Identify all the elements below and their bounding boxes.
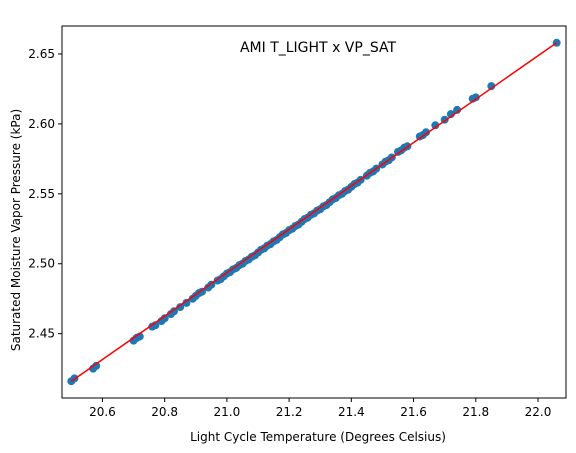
x-tick-label: 22.0 <box>525 405 552 419</box>
data-point <box>453 105 462 114</box>
data-point <box>92 361 101 370</box>
data-point <box>422 128 430 137</box>
axes-frame <box>61 25 567 399</box>
y-tick-label: 2.60 <box>28 117 55 131</box>
data-point <box>487 82 496 91</box>
x-tick-label: 21.8 <box>462 405 489 419</box>
y-tick-label: 2.65 <box>28 47 55 61</box>
x-tick-label: 21.4 <box>338 405 365 419</box>
data-point <box>431 121 440 130</box>
x-axis-ticks: 20.6 20.8 21.0 21.2 21.4 21.6 21.8 22.0 <box>89 398 551 419</box>
data-point <box>471 93 480 102</box>
x-tick-label: 21.0 <box>214 405 241 419</box>
data-point <box>170 307 178 316</box>
chart-title: AMI T_LIGHT x VP_SAT <box>240 40 396 56</box>
y-axis-label: Saturated Moisture Vapor Pressure (kPa) <box>9 109 23 351</box>
x-tick-label: 20.8 <box>151 405 178 419</box>
y-axis-ticks: 2.45 2.50 2.55 2.60 2.65 <box>28 47 62 341</box>
data-point <box>446 110 455 119</box>
x-tick-label: 20.6 <box>89 405 116 419</box>
x-tick-label: 21.6 <box>400 405 427 419</box>
data-point <box>176 303 185 312</box>
y-tick-label: 2.55 <box>28 187 55 201</box>
y-tick-label: 2.50 <box>28 257 55 271</box>
x-axis-label: Light Cycle Temperature (Degrees Celsius… <box>190 430 446 444</box>
fit-line-layer <box>70 42 558 382</box>
data-point <box>182 298 191 307</box>
x-tick-label: 21.2 <box>276 405 303 419</box>
fit-line <box>70 42 558 382</box>
data-point <box>160 314 169 323</box>
y-tick-label: 2.45 <box>28 327 55 341</box>
data-point <box>198 287 206 296</box>
